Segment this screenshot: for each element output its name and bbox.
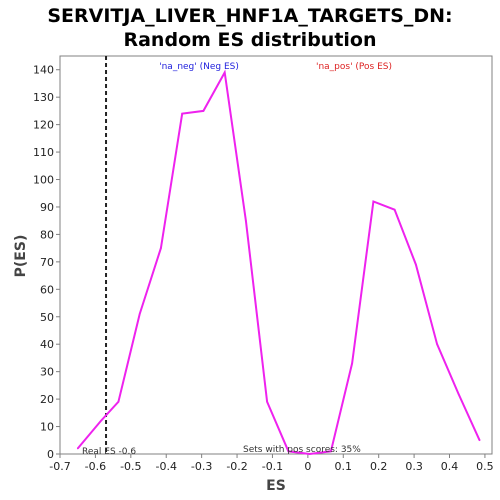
x-tick-label: -0.2 — [226, 460, 247, 473]
y-tick-label: 30 — [40, 366, 54, 379]
es-data-point — [330, 450, 332, 453]
y-tick-label: 110 — [33, 146, 54, 159]
x-tick-label: 0.1 — [335, 460, 353, 473]
y-tick-label: 20 — [40, 393, 54, 406]
legend-neg-label: 'na_neg' (Neg ES) — [159, 62, 239, 72]
es-data-point — [160, 247, 162, 249]
x-tick-label: -0.5 — [120, 460, 141, 473]
x-tick-label: 0.5 — [476, 460, 494, 473]
es-data-point — [372, 200, 375, 203]
x-axis-ticks: -0.7 -0.6 -0.5 -0.4 -0.3 -0.2 -0.1 0 0.1 0.2 0.3 0.… — [49, 454, 494, 473]
es-data-point — [287, 450, 290, 453]
y-tick-label: 90 — [40, 201, 54, 214]
y-axis-ticks: 0 10 20 30 40 50 60 70 80 90 100 110 120 130 140 — [33, 64, 60, 461]
es-data-point — [181, 112, 183, 115]
y-tick-label: 80 — [40, 228, 54, 241]
x-tick-label: 0.2 — [370, 460, 388, 473]
es-data-point — [99, 420, 102, 422]
es-data-point — [245, 219, 247, 222]
es-data-point — [415, 263, 417, 266]
random-es-curve — [76, 69, 481, 456]
y-tick-label: 40 — [40, 338, 54, 351]
y-axis-label: P(ES) — [13, 235, 29, 278]
es-data-point — [478, 439, 481, 442]
es-data-point — [266, 401, 268, 403]
x-axis-label: ES — [266, 478, 286, 494]
es-data-point — [351, 362, 353, 365]
random-es-points — [76, 71, 481, 455]
es-data-point — [202, 110, 205, 112]
y-tick-label: 60 — [40, 283, 54, 296]
x-tick-label: -0.7 — [49, 460, 70, 473]
es-data-point — [457, 392, 460, 395]
y-tick-label: 140 — [33, 64, 54, 77]
es-data-point — [76, 447, 79, 450]
chart-title-line1: SERVITJA_LIVER_HNF1A_TARGETS_DN: — [47, 5, 452, 27]
x-tick-label: -0.1 — [262, 460, 283, 473]
real-es-label: Real ES -0.6 — [82, 447, 136, 457]
es-data-point — [393, 208, 396, 211]
es-data-point — [308, 453, 311, 455]
y-tick-label: 70 — [40, 256, 54, 269]
plot-area — [59, 55, 493, 455]
x-tick-label: 0.3 — [405, 460, 423, 473]
x-tick-label: 0.4 — [441, 460, 459, 473]
y-tick-label: 50 — [40, 311, 54, 324]
x-tick-label: 0 — [304, 460, 311, 473]
y-tick-label: 130 — [33, 91, 54, 104]
y-tick-label: 10 — [40, 421, 54, 434]
legend-pos-label: 'na_pos' (Pos ES) — [316, 62, 392, 72]
y-tick-label: 120 — [33, 119, 54, 132]
y-tick-label: 0 — [47, 448, 54, 461]
es-data-point — [138, 313, 141, 315]
es-data-point — [117, 401, 120, 403]
x-tick-label: -0.4 — [155, 460, 176, 473]
es-data-point — [436, 343, 438, 346]
y-tick-label: 100 — [33, 174, 54, 187]
x-tick-label: -0.6 — [85, 460, 106, 473]
es-data-point — [223, 71, 226, 74]
pos-scores-annotation: Sets with pos scores: 35% — [243, 445, 361, 455]
x-tick-label: -0.3 — [191, 460, 212, 473]
chart-title-line2: Random ES distribution — [123, 29, 376, 51]
